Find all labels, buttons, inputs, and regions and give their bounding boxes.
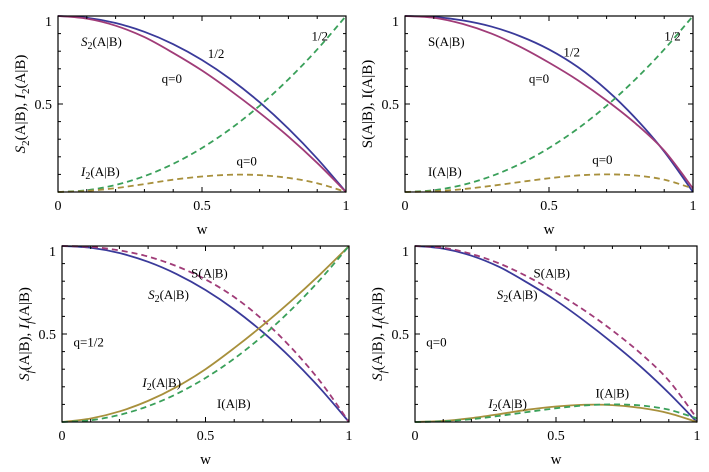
y-tick-label: 0.5 [392, 328, 410, 343]
x-tick-label: 0 [59, 429, 66, 444]
y-tick-label: 0.5 [35, 98, 53, 113]
x-tick-label: 0.5 [547, 429, 565, 444]
curve-annotation: I(A|B) [595, 385, 629, 400]
y-tick-label: 1 [45, 15, 52, 30]
curve-annotation: S(A|B) [191, 266, 228, 281]
y-tick-label: 1 [402, 245, 409, 260]
curve-annotation: S2(A|B) [81, 34, 122, 52]
y-tick-label: 0.5 [382, 98, 400, 113]
series-line-magenta-dashed [414, 245, 698, 420]
curve-annotation: 1/2 [208, 46, 225, 61]
x-tick-label: 0 [412, 429, 419, 444]
y-axis-label: Sf(A|B), If(A|B) [370, 287, 389, 381]
x-tick-label: 1 [343, 199, 350, 214]
curve-annotation: I2(A|B) [141, 375, 181, 393]
curve-annotation: S2(A|B) [497, 287, 538, 305]
y-axis-label: Sf(A|B), If(A|B) [17, 287, 36, 381]
chart-panel-bottom-left: 0 0.5 1 0.5 1 w Sf(A|B), If(A|B) S(A|B)S2(A|B) q… [17, 245, 353, 468]
curve-annotation: S2(A|B) [148, 287, 189, 305]
curve-annotation: S(A|B) [533, 266, 570, 281]
curve-annotation: 1/2 [664, 29, 681, 44]
series-line-green-dashed [57, 15, 347, 193]
y-tick-label: 0.5 [39, 328, 57, 343]
series-line-olive [414, 403, 698, 423]
chart-panel-top-left: 0 0.5 1 0.5 1 w S2(A|B), I2(A|B) S2(A|B) 1/2 q=0 1… [13, 15, 350, 238]
series-line-green-dashed [404, 15, 694, 193]
x-tick-label: 0.5 [197, 429, 215, 444]
curve-annotation: q=0 [426, 334, 446, 349]
curve-annotation: q=1/2 [73, 334, 103, 349]
x-tick-label: 1 [690, 199, 697, 214]
y-axis-label: S(A|B), I(A|B) [360, 60, 376, 149]
chart-panel-top-right: 0 0.5 1 0.5 1 w S(A|B), I(A|B) S(A|B) 1/2 q=0 1/2 I… [360, 15, 697, 238]
curve-annotation: S(A|B) [428, 34, 465, 49]
series-line-blue [414, 245, 698, 423]
y-tick-label: 1 [392, 15, 399, 30]
curve-annotation: q=0 [529, 71, 549, 86]
x-tick-label: 1 [694, 429, 701, 444]
series-line-blue [61, 245, 350, 423]
x-tick-label: 0 [402, 199, 409, 214]
curve-annotation: I2(A|B) [487, 396, 527, 414]
curve-annotation: q=0 [592, 152, 612, 167]
x-axis-label: w [544, 222, 555, 238]
x-tick-label: 0.5 [540, 199, 558, 214]
curve-annotation: I(A|B) [428, 164, 462, 179]
x-axis-label: w [197, 222, 208, 238]
series-line-olive [61, 245, 350, 423]
curve-annotation: q=0 [162, 71, 182, 86]
curve-annotation: 1/2 [311, 29, 328, 44]
series-line-magenta [57, 15, 347, 193]
y-axis-label: S2(A|B), I2(A|B) [13, 55, 32, 154]
curve-annotation: q=0 [237, 154, 257, 169]
series-line-green-dashed [414, 403, 698, 423]
x-axis-label: w [551, 452, 562, 468]
series-line-blue [404, 15, 694, 193]
series-line-green-dashed [61, 245, 350, 423]
y-tick-label: 1 [49, 245, 56, 260]
series-line-magenta-dashed [61, 245, 350, 423]
curve-annotation: I2(A|B) [80, 164, 120, 182]
curve-annotation: I(A|B) [217, 396, 251, 411]
series-line-olive-dashed [404, 173, 694, 193]
x-tick-label: 0.5 [193, 199, 211, 214]
curve-annotation: 1/2 [563, 44, 580, 59]
chart-panel-bottom-right: 0 0.5 1 0.5 1 w Sf(A|B), If(A|B) S(A|B) S2(A|B) q… [370, 245, 701, 468]
x-tick-label: 1 [346, 429, 353, 444]
series-line-magenta [404, 15, 694, 190]
series-line-blue [57, 15, 347, 193]
series-line-olive-dashed [57, 173, 347, 193]
x-axis-label: w [200, 452, 211, 468]
x-tick-label: 0 [55, 199, 62, 214]
